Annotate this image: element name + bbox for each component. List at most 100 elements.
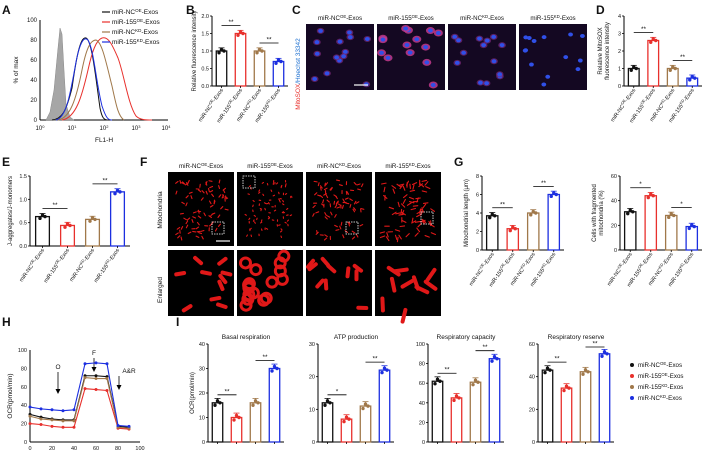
y-tick-label: 100 [416,342,425,348]
y-tick-label: 0 [532,440,535,446]
mitochondrion [267,216,271,219]
cell-nucleus [478,80,483,85]
mitochondrion [220,206,224,210]
ocr-data-point [28,405,32,409]
mitochondrion [203,212,206,217]
mitochondrion [209,185,214,189]
data-point [488,215,492,220]
y-tick-label: 40 [199,342,205,348]
significance-label: ** [680,54,686,61]
mitochondrion [388,206,395,210]
mitochondrion [335,179,341,182]
mitochondrion-enlarged [423,279,438,291]
data-point [63,225,67,229]
bar [59,224,76,247]
data-point [581,372,585,376]
legend-entry-155-oe: miR-155OE-Exos [112,18,160,26]
mitochondrion [421,179,428,182]
mitochondrion [345,202,350,205]
panel-i-title: Respiratory capacity [437,334,497,341]
cell-nucleus [407,50,413,55]
data-point [435,377,440,381]
mitochondrion [341,204,344,209]
mitochondrion [326,215,331,218]
bar [253,50,266,87]
mitochondrion [418,183,424,188]
ocr-data-point [39,423,43,427]
mitochondrion-enlarged [320,256,330,267]
data-point [476,380,480,384]
y-tick-label: 30 [309,342,315,348]
y-axis-label: Cells with fragmented [592,184,598,242]
mitochondrion [422,203,427,209]
mitochondrion [225,195,227,200]
x-group-label: miR-NCOE-Exos [18,247,46,283]
mitochondrion [252,204,254,208]
data-point [669,212,673,216]
data-point [68,223,72,228]
arrow-f-head-icon [91,367,97,372]
mitochondrion [357,188,362,191]
cell-nucleus [484,81,490,86]
mitochondrion [396,236,399,243]
bar [560,387,573,443]
y-tick-label: 1.5 [201,32,209,38]
panel-f-microscopy: Mitochondria Enlarged miR-NCOE-Exos miR-1… [157,162,441,324]
data-point [646,195,650,200]
data-point [323,403,327,407]
ocr-data-point [61,425,65,429]
cell-nucleus [430,82,436,87]
panel-a-curve-nc-kd [57,39,125,121]
ocr-data-point [116,423,120,427]
mitochondrion-enlarged [352,263,364,273]
mitochondrion [312,204,316,209]
mitochondrion-enlarged [275,272,289,286]
zoom-box [345,221,359,235]
mitochondrion [253,214,256,217]
mitochondrion [324,216,328,220]
data-point [344,415,349,419]
cell-nucleus [481,43,487,48]
mitochondrion [276,182,279,185]
data-point [219,47,224,52]
data-point [347,417,351,421]
mitochondrion [391,185,397,189]
x-tick-label: 20 [49,446,55,452]
mitochondrion [264,207,266,211]
panel-a-xlabel: FL1-H [95,137,113,144]
mitochondrion [414,232,419,237]
panel-a-xtick: 102 [100,124,110,132]
mitochondrion [325,182,329,186]
mitochondrion [392,188,396,194]
significance-label: ** [444,367,450,374]
mitochondrion [411,217,414,224]
ocr-data-point [94,374,98,378]
panel-letter-f: F [140,155,147,169]
mitochondrion [391,211,397,216]
mitochondrion [200,197,204,201]
mitochondrion [321,203,325,207]
mitochondrion [430,208,436,212]
image-title: miR-155KD-Exos [385,162,430,170]
mitochondrion [188,191,193,194]
panel-i-title: Respiratory reserve [548,334,605,341]
data-point [256,401,260,405]
data-point [222,49,226,53]
y-axis-label: Relative MitoSOX [598,27,604,74]
data-point [253,399,258,403]
significance-label: ** [224,388,230,395]
bar [664,214,678,251]
data-point [43,214,47,219]
panel-a-gray-histogram [45,27,75,121]
mitochondrion [401,219,407,223]
mitochondrion [210,213,214,217]
legend-entry: miR-NCKD-Exos [638,394,682,402]
mitochondrion-enlarged [193,255,204,266]
significance-label: ** [372,356,378,363]
y-tick-label: 0.0 [19,244,27,250]
mitochondrion [352,208,356,213]
mitochondrion-enlarged [259,291,273,305]
data-point [690,223,694,227]
mitochondrion-enlarged [345,266,351,279]
y-tick-label: 80 [21,366,27,372]
